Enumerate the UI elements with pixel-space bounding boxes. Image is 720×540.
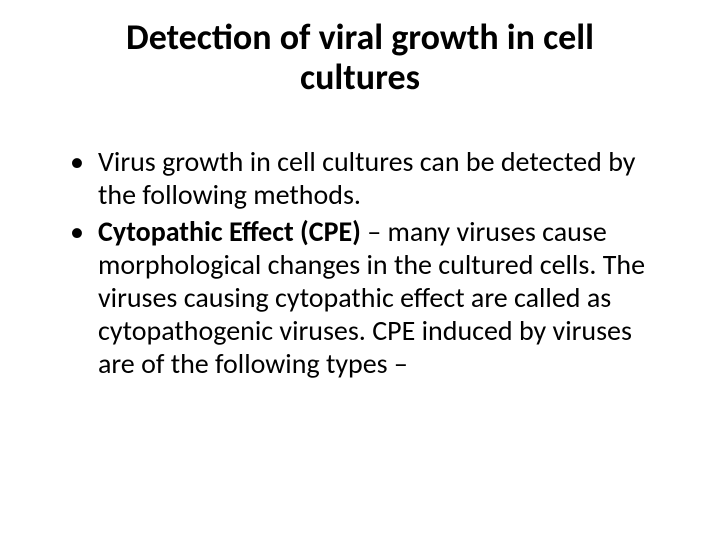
bullet-list: Virus growth in cell cultures can be det… [70, 145, 670, 380]
bullet-item: Cytopathic Effect (CPE) – many viruses c… [70, 215, 670, 380]
slide: Detection of viral growth in cell cultur… [0, 0, 720, 540]
slide-title: Detection of viral growth in cell cultur… [80, 18, 640, 97]
slide-content: Virus growth in cell cultures can be det… [50, 145, 670, 380]
bullet-text: Virus growth in cell cultures can be det… [98, 144, 635, 212]
bullet-item: Virus growth in cell cultures can be det… [70, 145, 670, 211]
bullet-text-bold: Cytopathic Effect (CPE) [98, 214, 367, 249]
